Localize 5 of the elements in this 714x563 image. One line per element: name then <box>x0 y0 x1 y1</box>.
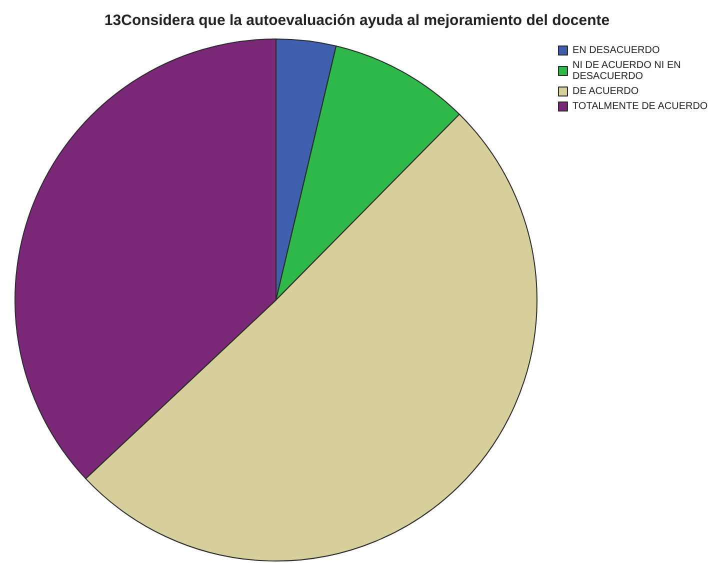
legend-label: EN DESACUERDO <box>572 45 660 56</box>
legend-label: NI DE ACUERDO NI EN DESACUERDO <box>572 60 684 82</box>
chart-title: 13Considera que la autoevaluación ayuda al mejoramiento del docente <box>104 12 610 29</box>
legend-label: DE ACUERDO <box>572 86 639 97</box>
legend-label: TOTALMENTE DE ACUERDO <box>572 101 708 112</box>
